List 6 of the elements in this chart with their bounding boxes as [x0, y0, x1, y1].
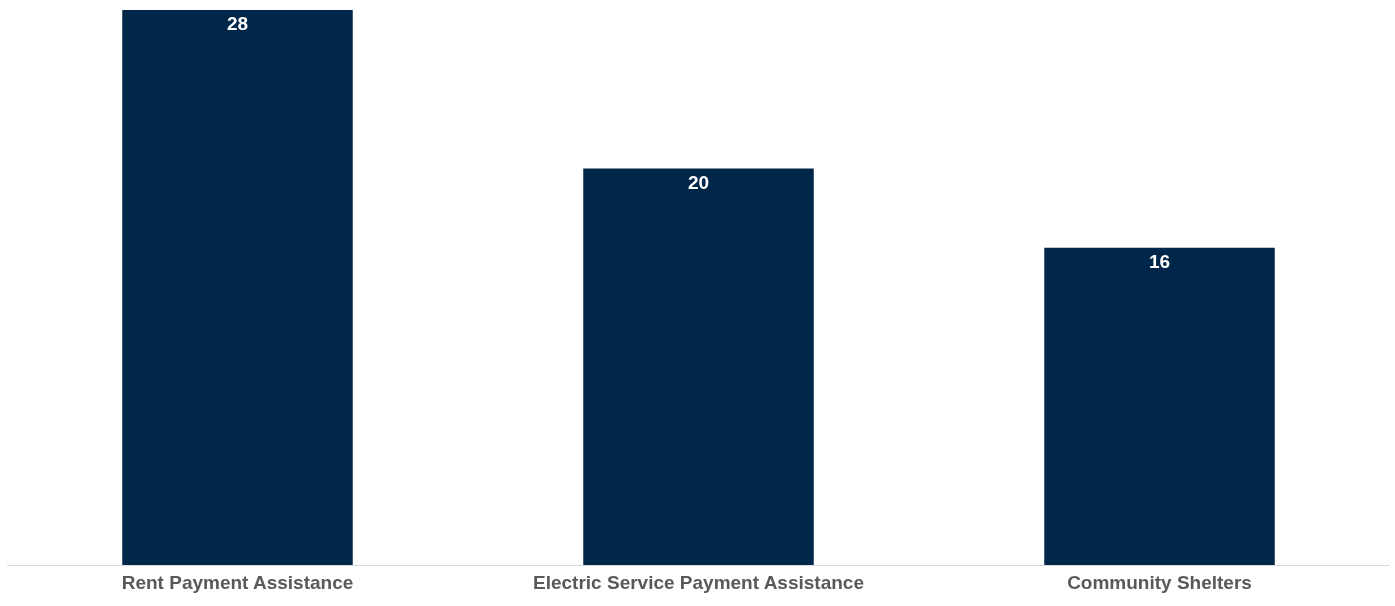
x-tick-label: Community Shelters [1067, 571, 1252, 593]
data-label: 20 [687, 171, 710, 193]
x-tick-label: Rent Payment Assistance [121, 571, 354, 593]
data-label: 28 [226, 13, 249, 34]
x-tick-label: Electric Service Payment Assistance [533, 571, 864, 593]
data-label: 16 [1148, 250, 1171, 272]
